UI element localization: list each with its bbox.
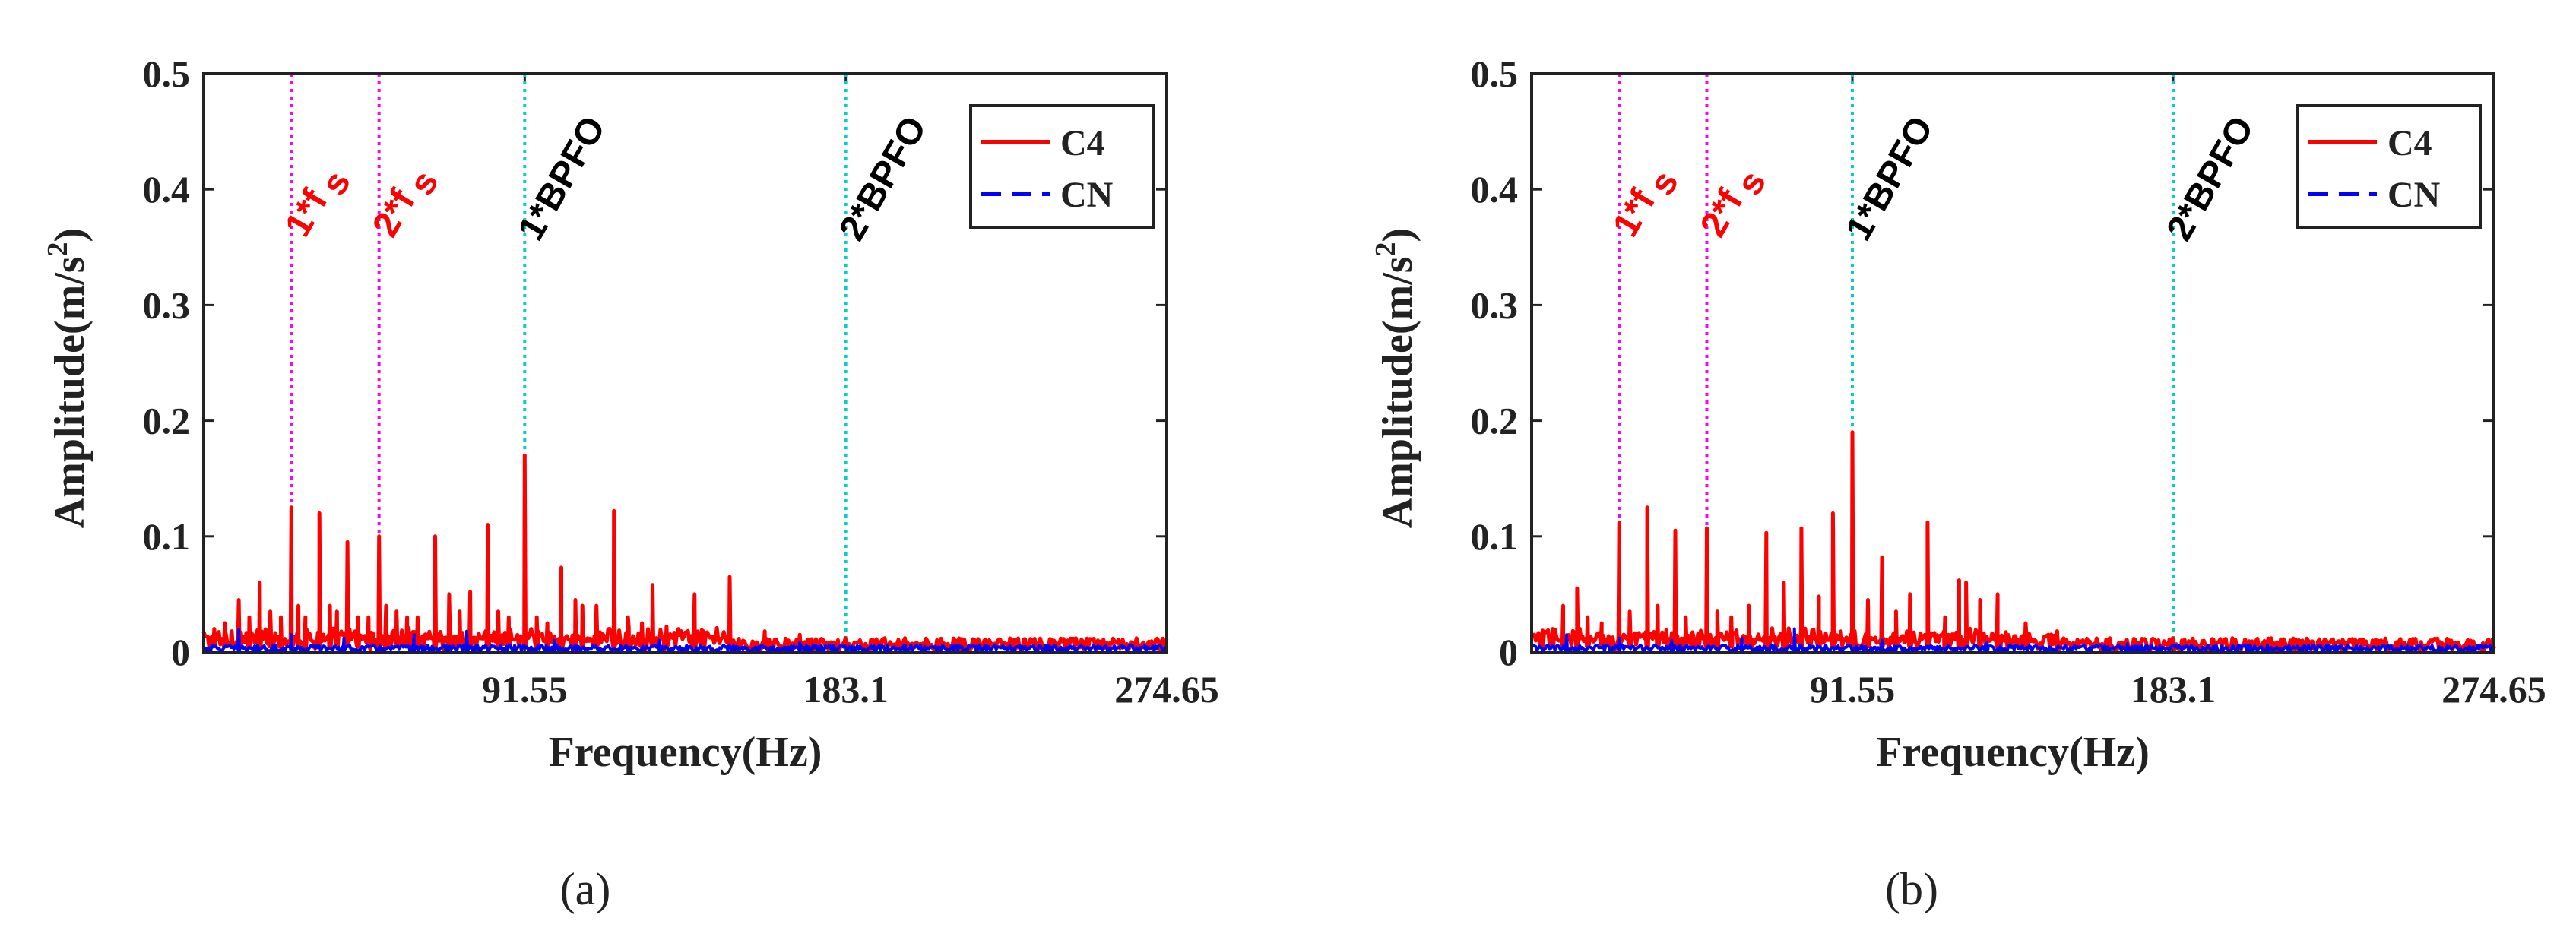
y-axis-label-superscript: 2 [1370, 242, 1402, 256]
x-tick-label: 91.55 [1810, 668, 1896, 711]
marker-label-text: 2*f [365, 182, 423, 244]
marker-label: 1*BPFO [1839, 109, 1941, 247]
legend-label-cn: CN [1060, 175, 1114, 215]
y-axis-label-superscript: 2 [42, 242, 74, 256]
x-axis-label: Frequency(Hz) [1876, 729, 2150, 776]
marker-label-text: 2*BPFO [2159, 109, 2262, 247]
y-axis-label: Amplitude(m/s2) [1370, 228, 1421, 528]
chart-panel-a: 0 0.1 0.2 0.3 0.4 0.5 91.55 183.1 274.65 1*fs 2*fs… [42, 52, 1219, 914]
y-tick-label: 0.2 [1471, 400, 1519, 442]
marker-label-text: 1*f [277, 182, 336, 244]
marker-label-text: 1*f [1605, 182, 1664, 244]
marker-label: 2*BPFO [2159, 109, 2262, 247]
panel-caption: (a) [560, 864, 611, 914]
marker-label: 1*fs [277, 159, 359, 248]
y-axis-label: Amplitude(m/s2) [42, 228, 93, 528]
legend-box [969, 104, 1155, 229]
marker-label-text: 2*BPFO [832, 109, 934, 247]
legend-box [2296, 104, 2482, 229]
marker-label: 2*fs [365, 159, 446, 248]
y-tick-label: 0.5 [143, 52, 191, 95]
marker-label-text: 1*BPFO [1839, 109, 1941, 247]
x-tick-label: 274.65 [1114, 668, 1219, 711]
legend-label-cn: CN [2387, 175, 2441, 215]
x-tick-label: 274.65 [2441, 668, 2546, 711]
x-tick-label: 91.55 [482, 668, 568, 711]
panel-caption: (b) [1885, 864, 1938, 914]
y-tick-label: 0.4 [1471, 168, 1519, 211]
y-axis-label-close: ) [1374, 228, 1421, 242]
y-tick-label: 0.3 [1471, 283, 1519, 326]
plot-frame [202, 72, 1168, 654]
legend-label-c4: C4 [2387, 123, 2432, 163]
series-c4-line [1529, 430, 2496, 653]
y-tick-label: 0 [171, 631, 190, 673]
marker-label: 2*BPFO [832, 109, 934, 247]
y-tick-label: 0.3 [143, 283, 191, 326]
y-tick-label: 0.1 [143, 515, 191, 558]
x-tick-label: 183.1 [803, 668, 889, 711]
marker-label-text: 2*f [1693, 182, 1751, 244]
y-axis-label-main: Amplitude(m/s [46, 256, 93, 528]
y-axis-label-close: ) [46, 228, 93, 242]
y-tick-label: 0.5 [1471, 52, 1519, 95]
y-tick-label: 0 [1499, 631, 1518, 673]
series-cn-line [1530, 627, 2495, 653]
series-cn-line [202, 627, 1168, 653]
chart-panel-b: 0 0.1 0.2 0.3 0.4 0.5 91.55 183.1 274.65 1*fs 2*fs… [1370, 52, 2546, 914]
series-c4-line [201, 453, 1169, 652]
x-axis-label: Frequency(Hz) [549, 729, 822, 776]
y-tick-label: 0.1 [1471, 515, 1519, 558]
marker-label: 1*fs [1605, 159, 1687, 248]
marker-label: 2*fs [1693, 159, 1774, 248]
plot-frame [1530, 72, 2495, 654]
marker-label-text: 1*BPFO [511, 109, 613, 247]
x-tick-label: 183.1 [2131, 668, 2216, 711]
marker-label: 1*BPFO [511, 109, 613, 247]
y-axis-label-main: Amplitude(m/s [1374, 256, 1421, 528]
y-tick-label: 0.4 [143, 168, 191, 211]
legend-label-c4: C4 [1060, 123, 1105, 163]
y-tick-label: 0.2 [143, 400, 191, 442]
